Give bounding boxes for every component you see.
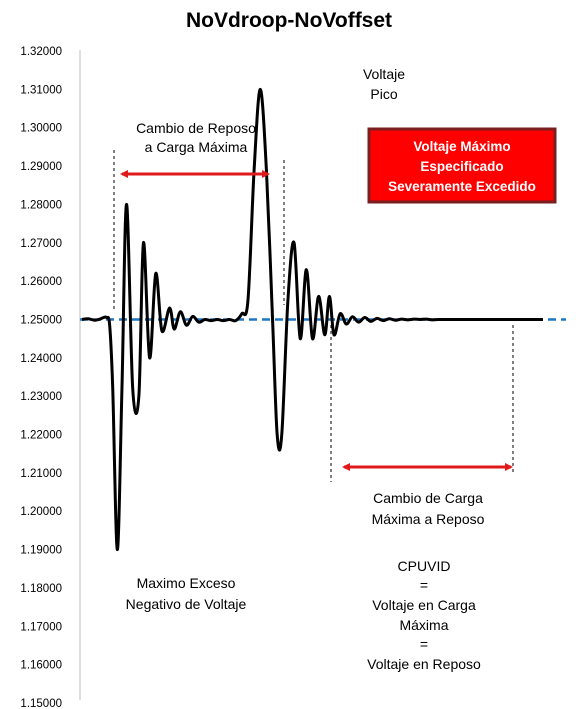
cpuvid-equals-2: = (420, 636, 428, 652)
peak-label-line1: Voltaje (363, 66, 405, 82)
y-tick-label: 1.24000 (20, 353, 62, 365)
cpuvid-idle: Voltaje en Reposo (367, 656, 481, 672)
y-tick-label: 1.28000 (20, 199, 62, 211)
undershoot-label-line2: Negativo de Voltaje (126, 596, 247, 612)
y-tick-label: 1.26000 (20, 276, 62, 288)
y-tick-label: 1.22000 (20, 430, 62, 442)
y-tick-label: 1.20000 (20, 506, 62, 518)
voltage-series-line (81, 87, 543, 552)
spec-box-line1: Voltaje Máximo (413, 139, 510, 154)
spec-box-line3: Severamente Excedido (388, 179, 536, 194)
y-tick-label: 1.21000 (20, 468, 62, 480)
release-label-line1: Cambio de Carga (373, 490, 483, 506)
cpuvid-label: CPUVID (398, 558, 451, 574)
dashed-guides (113, 150, 514, 482)
spec-box-background (367, 127, 557, 204)
y-tick-label: 1.23000 (20, 391, 62, 403)
peak-label-line2: Pico (370, 86, 397, 102)
chart-title: NoVdroop-NoVoffset (186, 9, 392, 32)
y-tick-label: 1.17000 (20, 621, 62, 633)
y-tick-label: 1.30000 (20, 123, 62, 135)
y-tick-label: 1.27000 (20, 238, 62, 250)
y-tick-label: 1.16000 (20, 660, 62, 672)
drop-label-line2: a Carga Máxima (145, 139, 248, 155)
cpuvid-load-line1: Voltaje en Carga (372, 597, 476, 613)
cpuvid-equals-1: = (420, 577, 428, 593)
y-tick-label: 1.25000 (20, 314, 62, 326)
y-tick-label: 1.29000 (20, 161, 62, 173)
y-tick-labels: 1.15000 1.16000 1.17000 1.18000 1.19000 1.200… (20, 46, 62, 709)
y-tick-label: 1.31000 (20, 84, 62, 96)
spec-exceeded-box: Voltaje Máximo Especificado Severamente … (367, 127, 557, 204)
release-label-line2: Máxima a Reposo (372, 511, 485, 527)
y-tick-label: 1.18000 (20, 583, 62, 595)
undershoot-label-line1: Maximo Exceso (137, 575, 236, 591)
y-tick-label: 1.32000 (20, 46, 62, 58)
y-tick-label: 1.19000 (20, 545, 62, 557)
cpuvid-load-line2: Máxima (399, 617, 448, 633)
spec-box-line2: Especificado (420, 159, 503, 174)
drop-label-line1: Cambio de Reposo (136, 120, 256, 136)
y-tick-label: 1.15000 (20, 698, 62, 709)
